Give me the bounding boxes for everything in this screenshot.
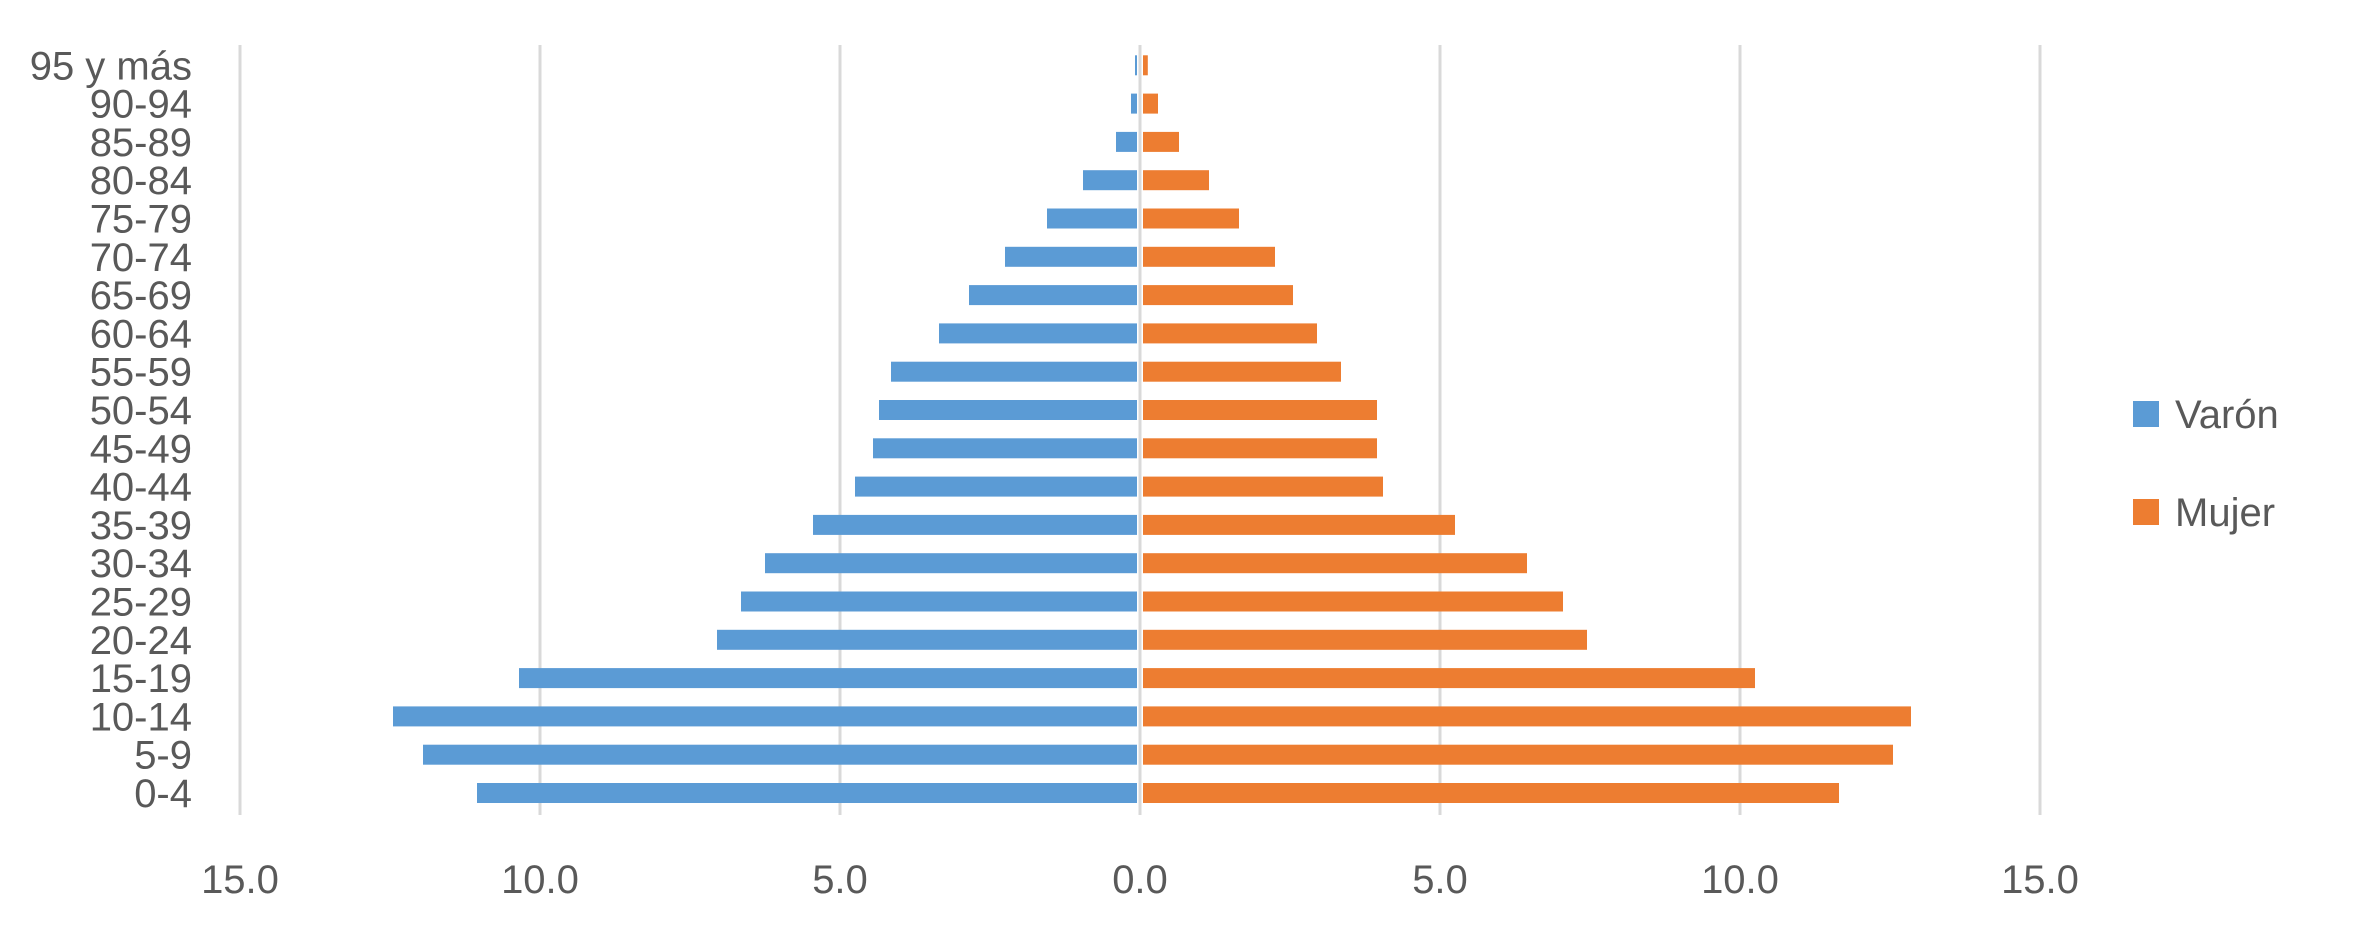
legend-swatch-mujer xyxy=(2133,499,2159,525)
y-tick-label: 90-94 xyxy=(90,83,192,127)
gridlines xyxy=(238,45,2042,815)
y-tick-label: 5-9 xyxy=(134,734,192,778)
legend-label-mujer: Mujer xyxy=(2175,491,2275,535)
legend-label-varon: Varón xyxy=(2175,393,2279,437)
bar-varn-5 xyxy=(741,591,1137,612)
y-tick-label: 50-54 xyxy=(90,389,192,433)
y-tick-label: 75-79 xyxy=(90,198,192,242)
bar-varn-3 xyxy=(519,668,1137,689)
bar-mujer-13 xyxy=(1143,285,1293,306)
y-tick-label: 25-29 xyxy=(90,581,192,625)
y-tick-label: 65-69 xyxy=(90,274,192,318)
bar-mujer-12 xyxy=(1143,323,1317,344)
x-tick-label: 10.0 xyxy=(501,858,579,902)
bar-mujer-9 xyxy=(1143,438,1377,459)
x-tick-label: 10.0 xyxy=(1701,858,1779,902)
y-tick-label: 40-44 xyxy=(90,466,192,510)
y-tick-label: 85-89 xyxy=(90,121,192,165)
bar-varn-18 xyxy=(1131,93,1137,114)
legend-swatch-varon xyxy=(2133,401,2159,427)
y-tick-label: 0-4 xyxy=(134,772,192,816)
bar-mujer-3 xyxy=(1143,668,1755,689)
bar-varn-10 xyxy=(879,400,1137,420)
bar-varn-13 xyxy=(969,285,1137,306)
x-tick-label: 15.0 xyxy=(2001,858,2079,902)
x-tick-label: 0.0 xyxy=(1112,858,1168,902)
bar-mujer-4 xyxy=(1143,629,1587,650)
bar-mujer-16 xyxy=(1143,170,1209,191)
bar-varn-7 xyxy=(813,514,1137,535)
y-axis-tick-labels: 0-45-910-1415-1920-2425-2930-3435-3940-4… xyxy=(30,44,192,816)
bar-varn-15 xyxy=(1047,208,1137,229)
bar-varn-1 xyxy=(423,744,1137,765)
legend: Varón Mujer xyxy=(2133,393,2279,535)
bar-mujer-18 xyxy=(1143,93,1158,114)
bar-varn-12 xyxy=(939,323,1137,344)
y-tick-label: 10-14 xyxy=(90,695,192,739)
bar-mujer-15 xyxy=(1143,208,1239,229)
y-tick-label: 70-74 xyxy=(90,236,192,280)
bar-mujer-7 xyxy=(1143,514,1455,535)
bar-mujer-11 xyxy=(1143,361,1341,382)
bar-varn-14 xyxy=(1005,246,1137,267)
y-tick-label: 60-64 xyxy=(90,312,192,356)
bar-mujer-0 xyxy=(1143,783,1839,803)
bar-varn-9 xyxy=(873,438,1137,459)
x-tick-label: 5.0 xyxy=(812,858,868,902)
bar-varn-2 xyxy=(393,706,1137,727)
bar-varn-0 xyxy=(477,783,1137,803)
bar-mujer-14 xyxy=(1143,246,1275,267)
y-tick-label: 95 y más xyxy=(30,44,192,88)
y-tick-label: 80-84 xyxy=(90,159,192,203)
bar-mujer-6 xyxy=(1143,553,1527,574)
bars xyxy=(393,55,1911,803)
bar-varn-16 xyxy=(1083,170,1137,191)
bar-varn-6 xyxy=(765,553,1137,574)
y-tick-label: 55-59 xyxy=(90,351,192,395)
y-tick-label: 45-49 xyxy=(90,427,192,471)
bar-varn-8 xyxy=(855,476,1137,497)
x-axis-tick-labels: 15.0 10.0 5.0 0.0 5.0 10.0 15.0 xyxy=(201,858,2079,902)
bar-varn-4 xyxy=(717,629,1137,650)
bar-mujer-19 xyxy=(1143,55,1148,76)
bar-mujer-1 xyxy=(1143,744,1893,765)
bar-mujer-5 xyxy=(1143,591,1563,612)
x-tick-label: 15.0 xyxy=(201,858,279,902)
y-tick-label: 20-24 xyxy=(90,619,192,663)
bar-mujer-2 xyxy=(1143,706,1911,727)
bar-varn-19 xyxy=(1135,55,1137,76)
bar-mujer-10 xyxy=(1143,400,1377,420)
bar-varn-17 xyxy=(1116,131,1137,152)
y-tick-label: 30-34 xyxy=(90,542,192,586)
x-tick-label: 5.0 xyxy=(1412,858,1468,902)
bar-mujer-17 xyxy=(1143,131,1179,152)
y-tick-label: 15-19 xyxy=(90,657,192,701)
bar-varn-11 xyxy=(891,361,1137,382)
bar-mujer-8 xyxy=(1143,476,1383,497)
y-tick-label: 35-39 xyxy=(90,504,192,548)
